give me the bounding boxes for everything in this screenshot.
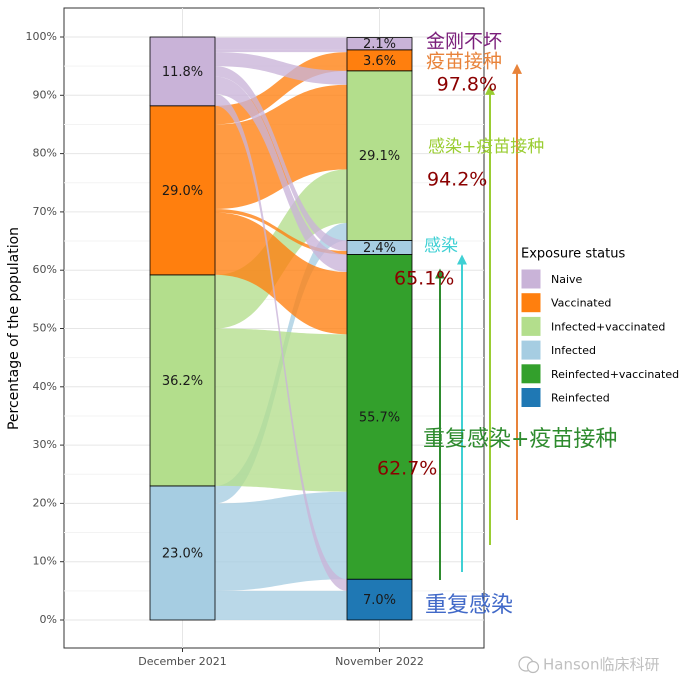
flow-band [215, 94, 347, 591]
legend-entry-label: Reinfected [551, 392, 610, 405]
annotation-label: 65.1% [394, 268, 454, 290]
legend-title: Exposure status [521, 247, 625, 262]
flow-band [215, 491, 347, 591]
flow-band [215, 328, 347, 492]
x-tick-label: December 2021 [138, 655, 227, 668]
x-tick-label: November 2022 [335, 655, 424, 668]
stratum-label: 7.0% [363, 593, 396, 608]
flow-band [215, 37, 347, 50]
y-tick-label: 30% [33, 438, 57, 451]
y-tick-label: 10% [33, 555, 57, 568]
legend-swatch [520, 363, 542, 385]
annotation-label: 重复感染+疫苗接种 [423, 427, 617, 452]
stratum-segment [346, 70, 413, 241]
legend-swatch [520, 387, 542, 408]
stratum-label: 55.7% [359, 410, 400, 425]
stratum-segment [346, 37, 413, 51]
stratum-label: 36.2% [162, 374, 203, 389]
legend-entry-label: Infected [551, 344, 596, 357]
stratum-segment [149, 274, 216, 487]
annotation-label: 感染+疫苗接种 [428, 137, 544, 157]
y-tick-label: 70% [33, 205, 57, 218]
stratum-label: 2.1% [363, 37, 396, 52]
annotation-label: 重复感染 [425, 593, 513, 618]
legend-entry-label: Infected+vaccinated [551, 320, 665, 333]
stratum-segment [149, 105, 216, 276]
annotation-arrowhead [435, 268, 445, 279]
annotation-arrowhead [512, 63, 522, 74]
y-tick-label: 50% [33, 322, 57, 335]
annotation-arrowhead [457, 254, 467, 265]
annotation-label: 97.8% [437, 74, 497, 96]
legend-swatch [520, 292, 542, 314]
annotation-label: 94.2% [427, 169, 487, 191]
stratum-segment [149, 36, 216, 107]
flow-band [215, 52, 347, 85]
legend-swatch [520, 339, 542, 361]
legend-entry-label: Naive [551, 273, 583, 286]
y-tick-label: 0% [40, 613, 57, 626]
y-tick-label: 80% [33, 147, 57, 160]
flow-band [215, 84, 347, 209]
stratum-label: 3.6% [363, 54, 396, 69]
y-tick-label: 20% [33, 496, 57, 509]
annotation-label: 62.7% [377, 458, 437, 480]
watermark-text: Hanson临床科研 [543, 656, 659, 674]
stratum-label: 29.1% [359, 149, 400, 164]
stratum-label: 29.0% [162, 184, 203, 199]
legend-entry-label: Vaccinated [551, 297, 611, 310]
annotation-label: 感染 [424, 236, 458, 256]
stratum-label: 2.4% [363, 241, 396, 256]
flow-band [215, 590, 347, 620]
y-tick-label: 100% [26, 30, 57, 43]
stratum-label: 11.8% [162, 65, 203, 80]
annotation-arrowhead [485, 84, 495, 95]
stratum-segment [346, 254, 413, 580]
flow-band [215, 212, 347, 335]
y-tick-label: 60% [33, 263, 57, 276]
stratum-segment [149, 485, 216, 621]
flow-band [215, 66, 347, 251]
legend-swatch [520, 268, 542, 290]
flow-band [215, 49, 347, 53]
legend-entry-label: Reinfected+vaccinated [551, 368, 679, 381]
flow-band [215, 208, 347, 255]
y-axis-label: Percentage of the population [6, 227, 22, 430]
flow-band [215, 76, 347, 272]
annotation-label: 疫苗接种 [426, 51, 502, 73]
y-tick-label: 90% [33, 88, 57, 101]
y-tick-label: 40% [33, 380, 57, 393]
legend-swatch [520, 315, 542, 337]
stratum-label: 23.0% [162, 546, 203, 561]
annotation-label: 金刚不坏 [426, 31, 502, 53]
wechat-icon-secondary [526, 660, 540, 674]
